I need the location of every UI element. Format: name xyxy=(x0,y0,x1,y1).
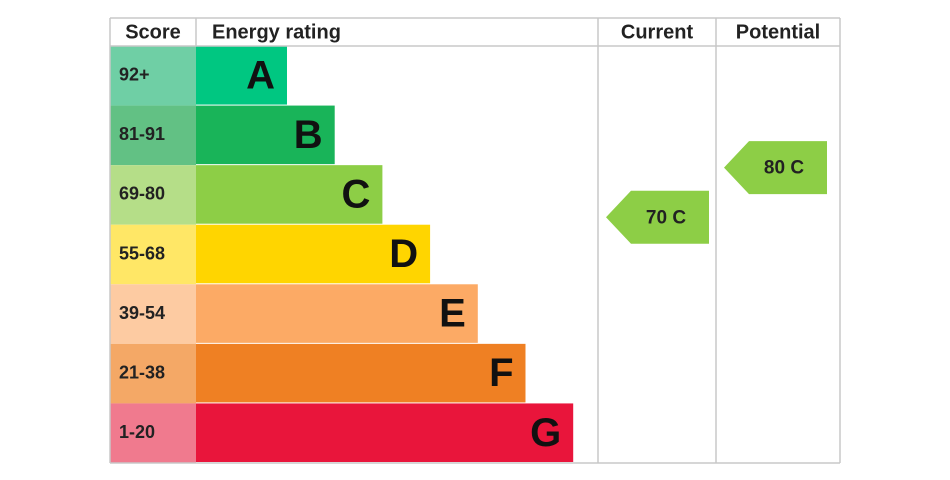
score-cell xyxy=(110,165,196,225)
score-label: 92+ xyxy=(119,65,150,85)
header-score: Score xyxy=(125,21,181,43)
score-cell xyxy=(110,343,196,404)
score-cell xyxy=(110,284,196,344)
rating-letter: A xyxy=(246,53,275,97)
rating-bar xyxy=(196,105,335,165)
rating-letter: B xyxy=(294,113,323,157)
rating-letter: E xyxy=(439,292,466,336)
potential-label: 80 C xyxy=(764,158,804,179)
rating-letter: C xyxy=(342,172,371,216)
score-cell xyxy=(110,224,196,285)
rating-bar xyxy=(196,403,574,462)
header-rating: Energy rating xyxy=(212,21,341,43)
rating-letter: F xyxy=(489,351,513,395)
score-label: 1-20 xyxy=(119,422,155,442)
score-label: 39-54 xyxy=(119,303,165,323)
potential-arrow xyxy=(724,141,827,195)
rating-letter: D xyxy=(389,232,418,276)
score-label: 81-91 xyxy=(119,124,165,144)
rating-bar xyxy=(196,165,383,224)
header-current: Current xyxy=(621,21,694,43)
rating-bar xyxy=(196,46,287,105)
score-label: 21-38 xyxy=(119,362,165,382)
header-potential: Potential xyxy=(736,21,820,43)
score-cell xyxy=(110,105,196,166)
score-cell xyxy=(110,46,196,106)
current-label: 70 C xyxy=(646,207,686,228)
rating-bar xyxy=(196,284,478,343)
rating-letter: G xyxy=(530,411,561,455)
current-arrow xyxy=(606,190,709,244)
score-label: 55-68 xyxy=(119,243,165,263)
score-label: 69-80 xyxy=(119,184,165,204)
score-cell xyxy=(110,403,196,463)
rating-bar xyxy=(196,224,431,284)
rating-bar xyxy=(196,343,526,403)
